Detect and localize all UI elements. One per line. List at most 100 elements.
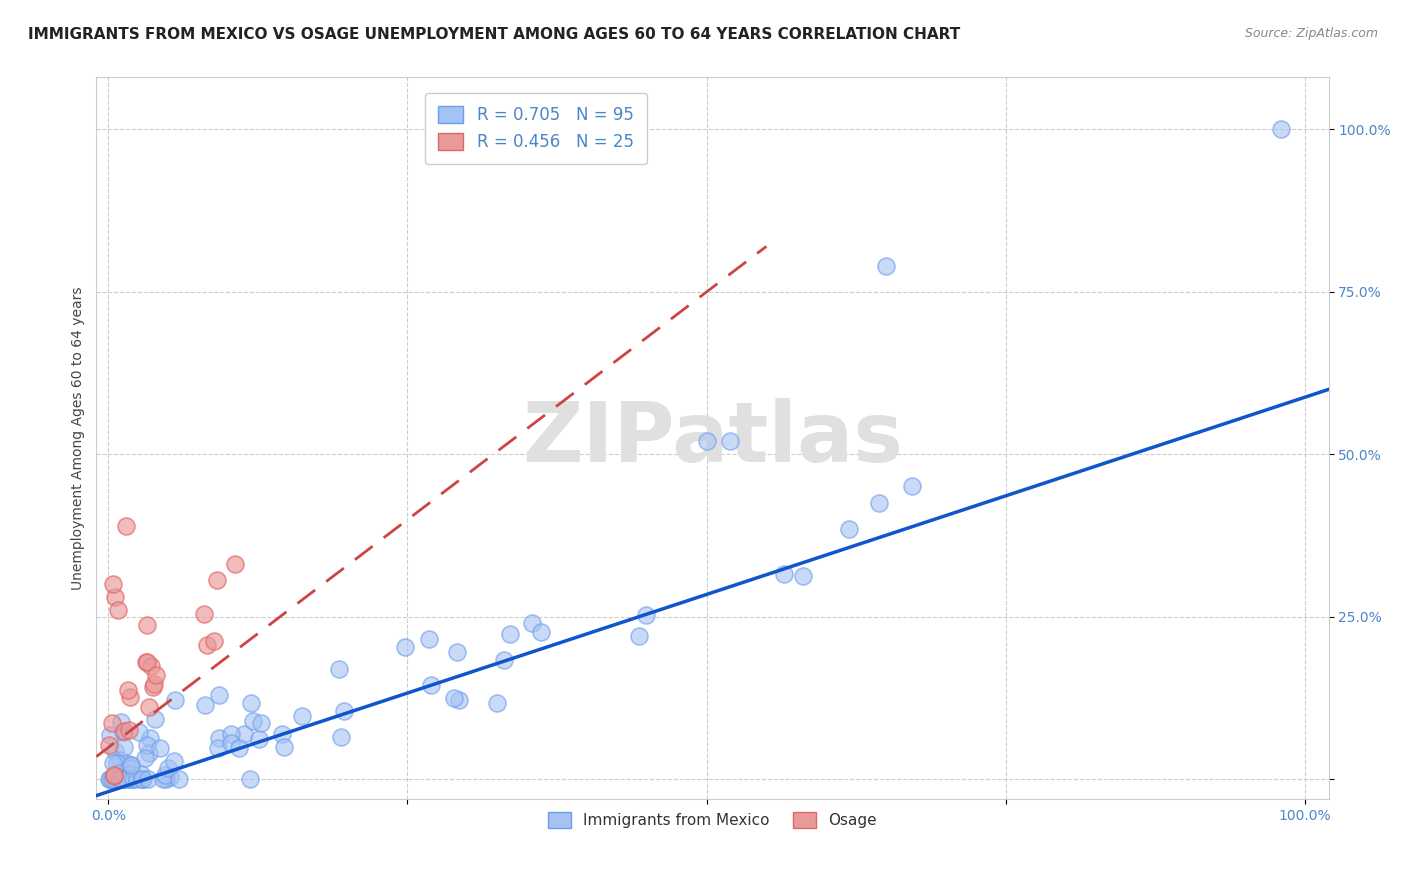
Point: [193, 607, 215, 621]
Point: [136, 738, 159, 752]
Point: [143, 677, 166, 691]
Y-axis label: Unemployment Among Ages 60 to 64 years: Unemployment Among Ages 60 to 64 years: [72, 286, 86, 590]
Point: [696, 434, 718, 449]
Point: [120, 758, 142, 772]
Point: [149, 741, 172, 756]
Point: [142, 680, 165, 694]
Point: [112, 739, 135, 754]
Point: [131, 772, 153, 787]
Point: [202, 634, 225, 648]
Text: ZIPatlas: ZIPatlas: [522, 398, 903, 479]
Point: [443, 690, 465, 705]
Point: [103, 768, 125, 782]
Point: [333, 704, 356, 718]
Point: [110, 753, 132, 767]
Point: [328, 662, 350, 676]
Point: [634, 608, 657, 623]
Point: [98, 772, 121, 787]
Point: [100, 772, 122, 787]
Point: [136, 772, 159, 787]
Point: [104, 772, 127, 787]
Point: [233, 727, 256, 741]
Point: [167, 772, 190, 787]
Point: [418, 632, 440, 647]
Point: [120, 772, 142, 787]
Point: [115, 772, 138, 787]
Point: [121, 772, 143, 787]
Point: [103, 772, 125, 787]
Point: [121, 772, 143, 787]
Point: [110, 768, 132, 782]
Point: [117, 683, 139, 698]
Point: [163, 693, 186, 707]
Point: [869, 496, 891, 510]
Point: [194, 698, 217, 712]
Point: [111, 725, 134, 739]
Point: [131, 772, 153, 787]
Point: [108, 772, 131, 787]
Point: [138, 746, 160, 760]
Point: [104, 744, 127, 758]
Point: [143, 712, 166, 726]
Point: [118, 723, 141, 738]
Point: [420, 678, 443, 692]
Point: [135, 655, 157, 669]
Point: [125, 772, 148, 786]
Point: [205, 573, 228, 587]
Point: [249, 715, 271, 730]
Point: [115, 519, 138, 533]
Point: [98, 728, 121, 742]
Point: [104, 591, 127, 605]
Point: [103, 769, 125, 783]
Point: [394, 640, 416, 654]
Point: [100, 715, 122, 730]
Point: [110, 715, 132, 730]
Point: [120, 758, 142, 772]
Point: [107, 603, 129, 617]
Point: [239, 772, 262, 787]
Text: IMMIGRANTS FROM MEXICO VS OSAGE UNEMPLOYMENT AMONG AGES 60 TO 64 YEARS CORRELATI: IMMIGRANTS FROM MEXICO VS OSAGE UNEMPLOY…: [28, 27, 960, 42]
Point: [138, 699, 160, 714]
Point: [128, 724, 150, 739]
Point: [131, 766, 153, 780]
Point: [135, 655, 157, 669]
Point: [115, 772, 138, 787]
Point: [446, 645, 468, 659]
Point: [207, 741, 229, 756]
Point: [875, 259, 897, 273]
Point: [112, 723, 135, 738]
Point: [494, 652, 516, 666]
Point: [103, 756, 125, 771]
Point: [98, 772, 121, 787]
Text: Source: ZipAtlas.com: Source: ZipAtlas.com: [1244, 27, 1378, 40]
Point: [107, 768, 129, 782]
Point: [152, 772, 174, 787]
Point: [120, 766, 142, 780]
Point: [114, 756, 136, 771]
Point: [118, 690, 141, 705]
Point: [273, 739, 295, 754]
Point: [486, 696, 509, 710]
Point: [131, 772, 153, 787]
Point: [208, 688, 231, 702]
Point: [240, 696, 263, 710]
Point: [153, 768, 176, 782]
Point: [499, 626, 522, 640]
Point: [141, 659, 163, 673]
Point: [208, 731, 231, 746]
Point: [242, 714, 264, 728]
Point: [114, 772, 136, 787]
Point: [224, 557, 246, 571]
Point: [159, 770, 181, 784]
Point: [103, 577, 125, 591]
Point: [110, 772, 132, 787]
Point: [628, 629, 651, 643]
Point: [330, 730, 353, 744]
Point: [138, 731, 160, 746]
Point: [110, 768, 132, 782]
Point: [97, 772, 120, 787]
Point: [530, 625, 553, 640]
Point: [247, 732, 270, 747]
Point: [117, 771, 139, 785]
Legend: Immigrants from Mexico, Osage: Immigrants from Mexico, Osage: [543, 806, 883, 835]
